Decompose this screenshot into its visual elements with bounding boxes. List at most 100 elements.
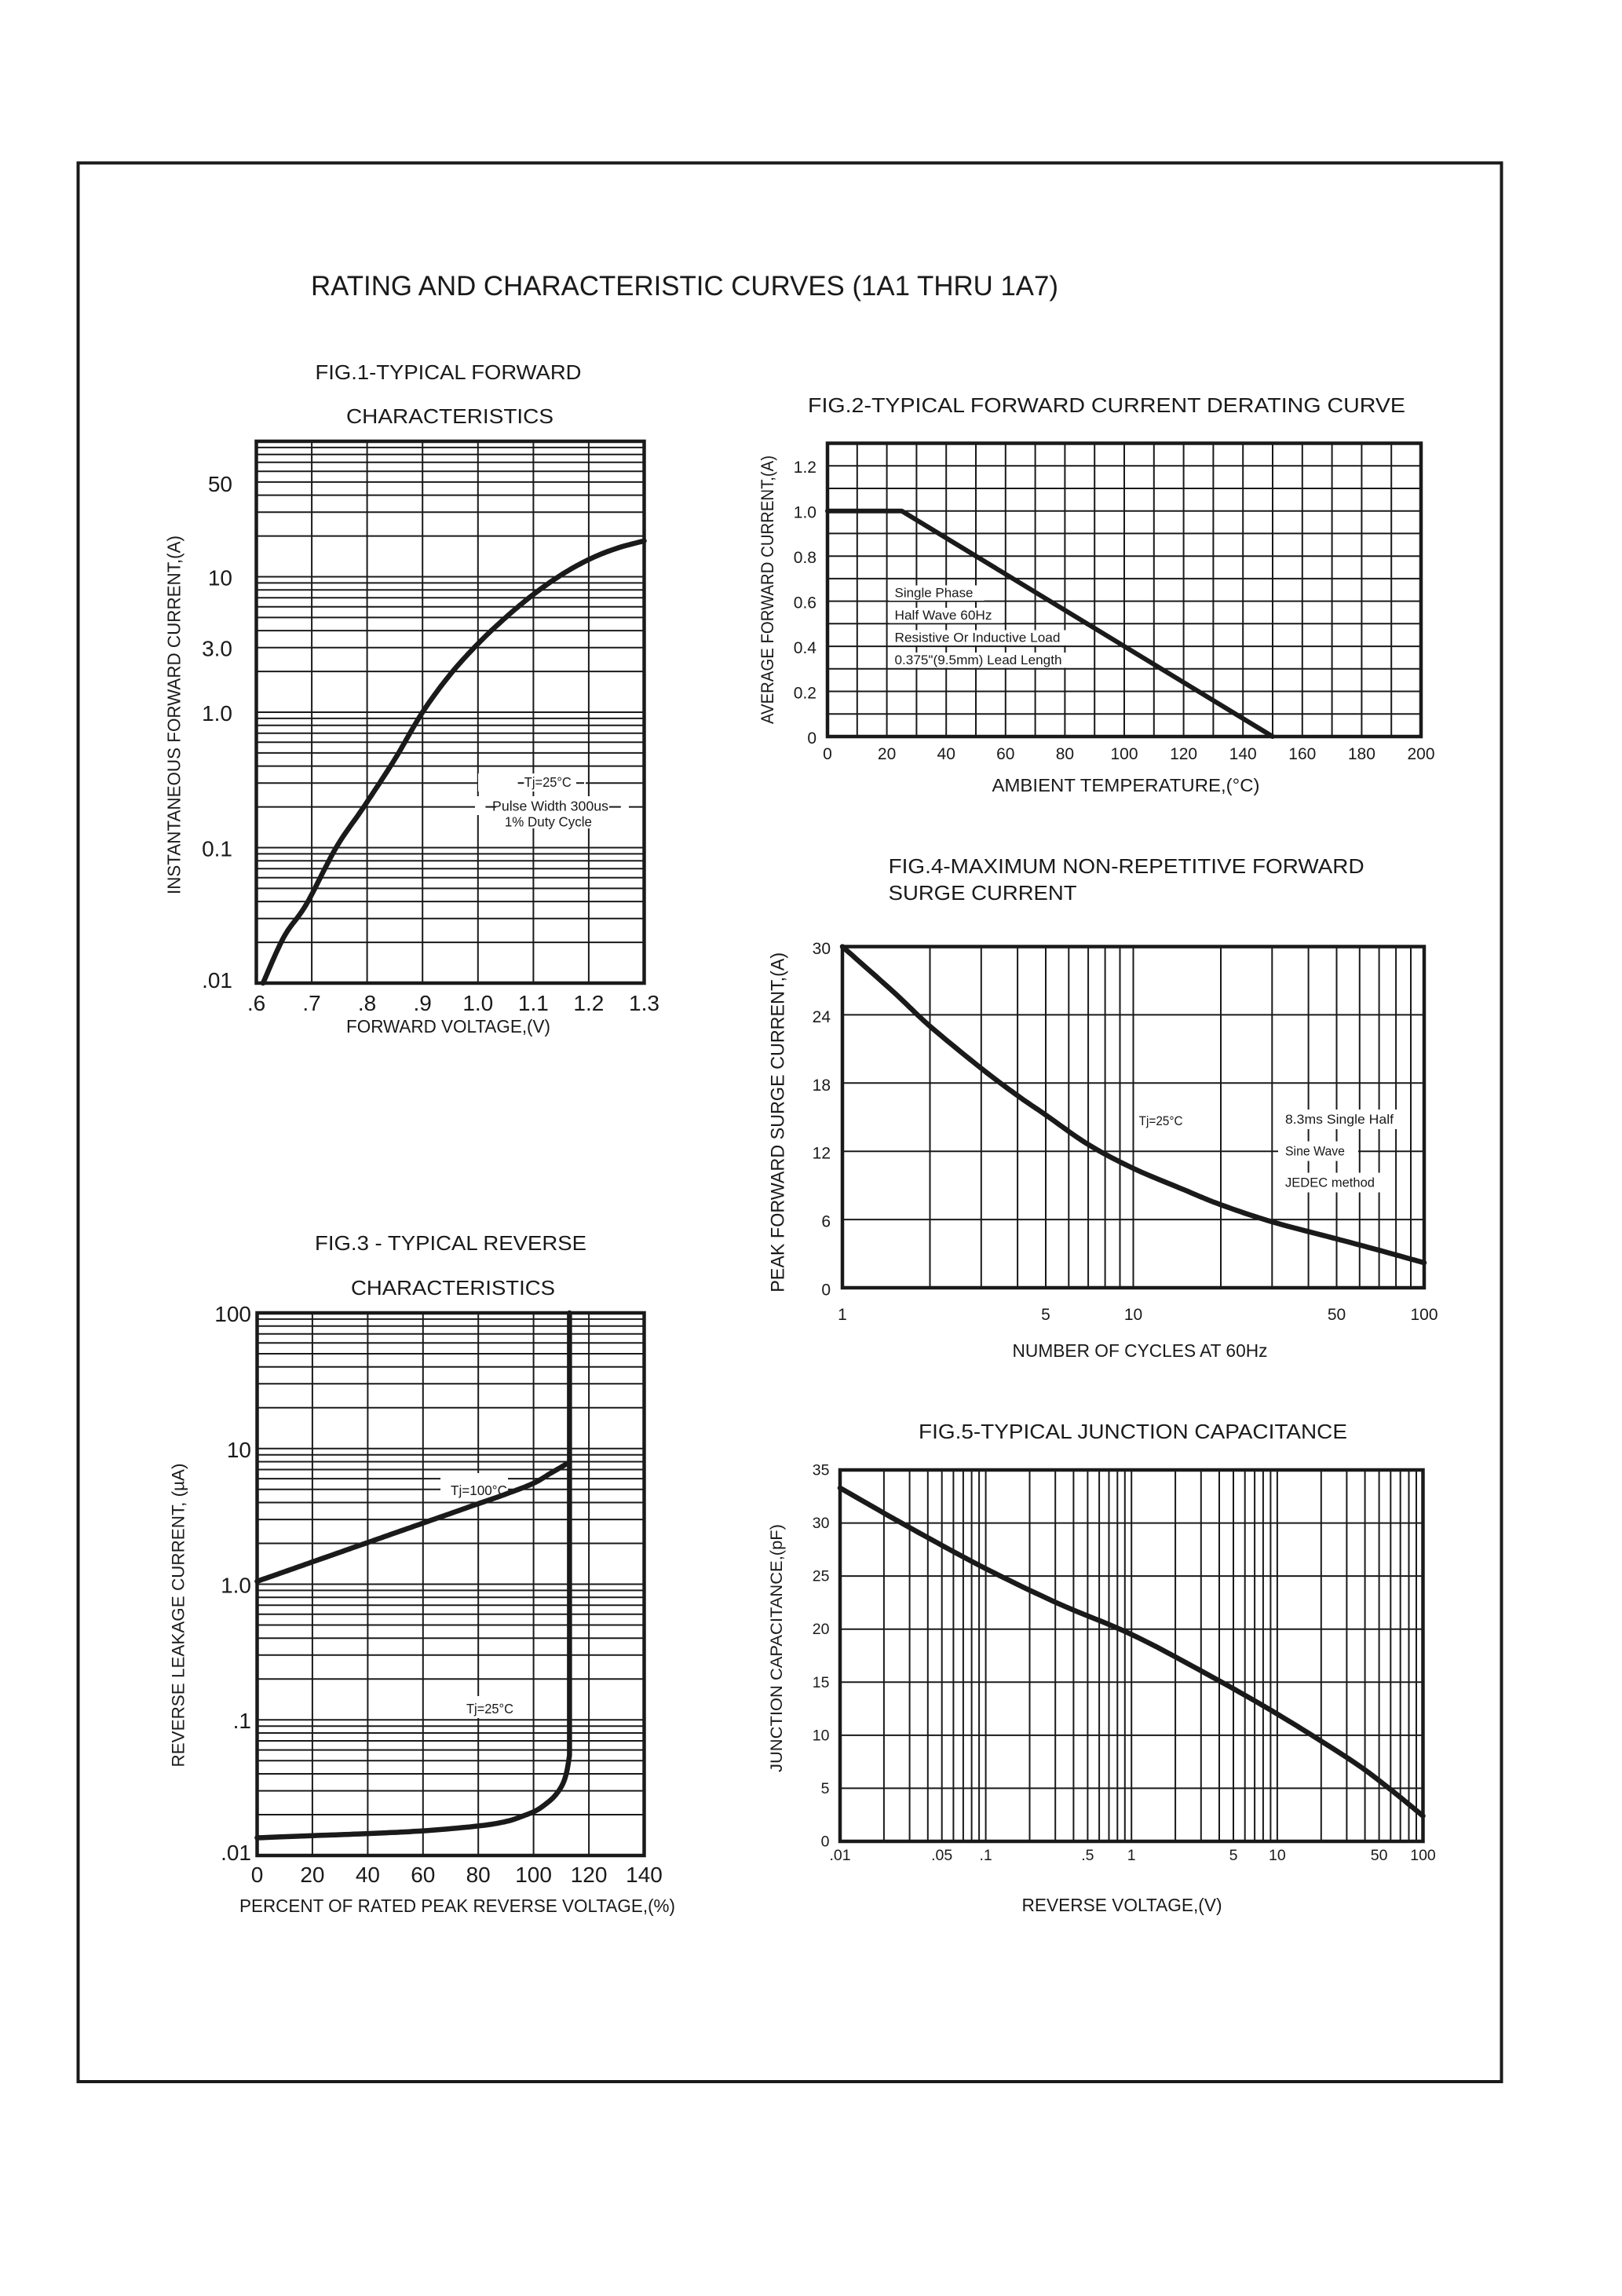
svg-text:10: 10 xyxy=(227,1438,251,1462)
svg-text:50: 50 xyxy=(208,472,232,496)
svg-text:35: 35 xyxy=(813,1462,830,1479)
svg-text:140: 140 xyxy=(1229,745,1257,763)
svg-text:100: 100 xyxy=(214,1302,251,1326)
svg-text:50: 50 xyxy=(1371,1847,1388,1864)
svg-text:Tj=25°C: Tj=25°C xyxy=(524,774,572,790)
svg-text:0: 0 xyxy=(807,729,816,748)
svg-text:Resistive Or Inductive Load: Resistive Or Inductive Load xyxy=(895,631,1061,645)
svg-text:120: 120 xyxy=(571,1863,608,1887)
svg-text:FIG.3 - TYPICAL REVERSE: FIG.3 - TYPICAL REVERSE xyxy=(315,1231,586,1255)
svg-text:12: 12 xyxy=(813,1145,831,1163)
svg-text:20: 20 xyxy=(878,745,896,763)
svg-text:Half Wave 60Hz: Half Wave 60Hz xyxy=(895,609,992,623)
svg-text:1.0: 1.0 xyxy=(462,991,493,1015)
svg-text:REVERSE VOLTAGE,(V): REVERSE VOLTAGE,(V) xyxy=(1022,1895,1222,1915)
svg-text:CHARACTERISTICS: CHARACTERISTICS xyxy=(351,1276,555,1300)
svg-text:REVERSE LEAKAGE CURRENT, (µA): REVERSE LEAKAGE CURRENT, (µA) xyxy=(169,1464,188,1768)
svg-text:8.3ms Single Half: 8.3ms Single Half xyxy=(1285,1113,1394,1127)
svg-text:FORWARD VOLTAGE,(V): FORWARD VOLTAGE,(V) xyxy=(346,1016,550,1036)
svg-text:3.0: 3.0 xyxy=(202,637,232,661)
svg-text:0.6: 0.6 xyxy=(794,594,816,612)
svg-text:RATING AND CHARACTERISTIC CURV: RATING AND CHARACTERISTIC CURVES (1A1 TH… xyxy=(311,271,1058,302)
svg-text:100: 100 xyxy=(1410,1306,1438,1324)
svg-text:100: 100 xyxy=(1110,745,1138,763)
svg-text:30: 30 xyxy=(813,940,831,958)
svg-text:Tj=100°C: Tj=100°C xyxy=(451,1483,507,1498)
svg-text:5: 5 xyxy=(1041,1306,1050,1324)
svg-text:FIG.1-TYPICAL FORWARD: FIG.1-TYPICAL FORWARD xyxy=(316,360,582,384)
svg-text:FIG.2-TYPICAL FORWARD CURRENT: FIG.2-TYPICAL FORWARD CURRENT DERATING C… xyxy=(808,393,1405,417)
svg-text:5: 5 xyxy=(1229,1847,1238,1864)
svg-text:20: 20 xyxy=(813,1621,830,1638)
svg-text:0.8: 0.8 xyxy=(794,549,816,567)
svg-text:140: 140 xyxy=(626,1863,663,1887)
svg-text:0: 0 xyxy=(251,1863,264,1887)
svg-text:FIG.4-MAXIMUM NON-REPETITIVE F: FIG.4-MAXIMUM NON-REPETITIVE FORWARD xyxy=(889,854,1364,878)
svg-text:PERCENT OF RATED PEAK REVERSE: PERCENT OF RATED PEAK REVERSE VOLTAGE,(%… xyxy=(239,1896,675,1916)
svg-text:100: 100 xyxy=(515,1863,552,1887)
svg-text:NUMBER OF CYCLES AT 60Hz: NUMBER OF CYCLES AT 60Hz xyxy=(1013,1340,1268,1361)
svg-text:.1: .1 xyxy=(979,1847,992,1864)
svg-text:SURGE CURRENT: SURGE CURRENT xyxy=(889,881,1077,905)
svg-text:100: 100 xyxy=(1410,1847,1436,1864)
svg-text:50: 50 xyxy=(1328,1306,1346,1324)
svg-text:0.4: 0.4 xyxy=(794,639,817,657)
svg-text:1: 1 xyxy=(838,1306,847,1324)
svg-text:1.2: 1.2 xyxy=(573,991,604,1015)
svg-text:80: 80 xyxy=(466,1863,491,1887)
svg-text:15: 15 xyxy=(813,1674,830,1691)
svg-text:0: 0 xyxy=(823,745,832,763)
svg-text:.01: .01 xyxy=(202,968,232,993)
svg-text:PEAK FORWARD SURGE CURRENT,(A): PEAK FORWARD SURGE CURRENT,(A) xyxy=(768,952,789,1292)
svg-text:24: 24 xyxy=(813,1008,831,1026)
svg-text:AMBIENT TEMPERATURE,(°C): AMBIENT TEMPERATURE,(°C) xyxy=(992,775,1260,795)
svg-text:.7: .7 xyxy=(302,991,320,1015)
svg-text:.1: .1 xyxy=(233,1709,251,1733)
svg-text:Tj=25°C: Tj=25°C xyxy=(466,1701,513,1717)
svg-text:10: 10 xyxy=(1124,1306,1142,1324)
svg-text:80: 80 xyxy=(1056,745,1074,763)
svg-text:6: 6 xyxy=(821,1213,831,1231)
svg-text:JEDEC method: JEDEC method xyxy=(1285,1176,1375,1190)
svg-text:10: 10 xyxy=(1269,1847,1286,1864)
svg-text:.01: .01 xyxy=(221,1841,251,1865)
svg-text:0.1: 0.1 xyxy=(202,837,232,861)
svg-text:.9: .9 xyxy=(414,991,432,1015)
svg-text:.5: .5 xyxy=(1081,1847,1094,1864)
svg-text:60: 60 xyxy=(996,745,1014,763)
svg-text:25: 25 xyxy=(813,1568,830,1585)
svg-text:160: 160 xyxy=(1288,745,1316,763)
svg-text:1.3: 1.3 xyxy=(629,991,659,1015)
svg-text:60: 60 xyxy=(411,1863,435,1887)
svg-text:1.2: 1.2 xyxy=(794,459,816,477)
svg-text:1.0: 1.0 xyxy=(202,701,232,726)
svg-text:0: 0 xyxy=(821,1281,831,1300)
svg-text:Sine Wave: Sine Wave xyxy=(1285,1145,1345,1159)
svg-text:1.0: 1.0 xyxy=(794,504,816,522)
svg-text:40: 40 xyxy=(937,745,955,763)
svg-text:Pulse Width 300us: Pulse Width 300us xyxy=(492,799,608,814)
svg-text:Tj=25°C: Tj=25°C xyxy=(1139,1114,1183,1128)
svg-text:FIG.5-TYPICAL JUNCTION CAPACIT: FIG.5-TYPICAL JUNCTION CAPACITANCE xyxy=(919,1420,1347,1443)
svg-text:40: 40 xyxy=(356,1863,380,1887)
svg-text:.6: .6 xyxy=(247,991,265,1015)
svg-text:Single Phase: Single Phase xyxy=(895,587,974,601)
svg-text:1.1: 1.1 xyxy=(518,991,549,1015)
svg-text:JUNCTION CAPACITANCE,(pF): JUNCTION CAPACITANCE,(pF) xyxy=(767,1524,786,1772)
svg-text:10: 10 xyxy=(813,1727,830,1744)
svg-text:1% Duty Cycle: 1% Duty Cycle xyxy=(505,814,592,830)
svg-text:10: 10 xyxy=(208,566,232,590)
svg-text:0.375"(9.5mm) Lead Length: 0.375"(9.5mm) Lead Length xyxy=(895,653,1062,667)
svg-text:180: 180 xyxy=(1348,745,1375,763)
svg-text:200: 200 xyxy=(1407,745,1434,763)
svg-text:CHARACTERISTICS: CHARACTERISTICS xyxy=(346,404,553,428)
svg-text:20: 20 xyxy=(300,1863,324,1887)
svg-text:INSTANTANEOUS FORWARD CURRENT,: INSTANTANEOUS FORWARD CURRENT,(A) xyxy=(164,536,184,894)
svg-text:18: 18 xyxy=(813,1077,831,1095)
svg-text:.05: .05 xyxy=(931,1847,952,1864)
svg-text:.01: .01 xyxy=(829,1847,850,1864)
svg-text:.8: .8 xyxy=(358,991,376,1015)
svg-text:AVERAGE FORWARD CURRENT,(A): AVERAGE FORWARD CURRENT,(A) xyxy=(758,455,777,724)
svg-text:5: 5 xyxy=(821,1780,830,1797)
svg-text:0.2: 0.2 xyxy=(794,685,816,703)
